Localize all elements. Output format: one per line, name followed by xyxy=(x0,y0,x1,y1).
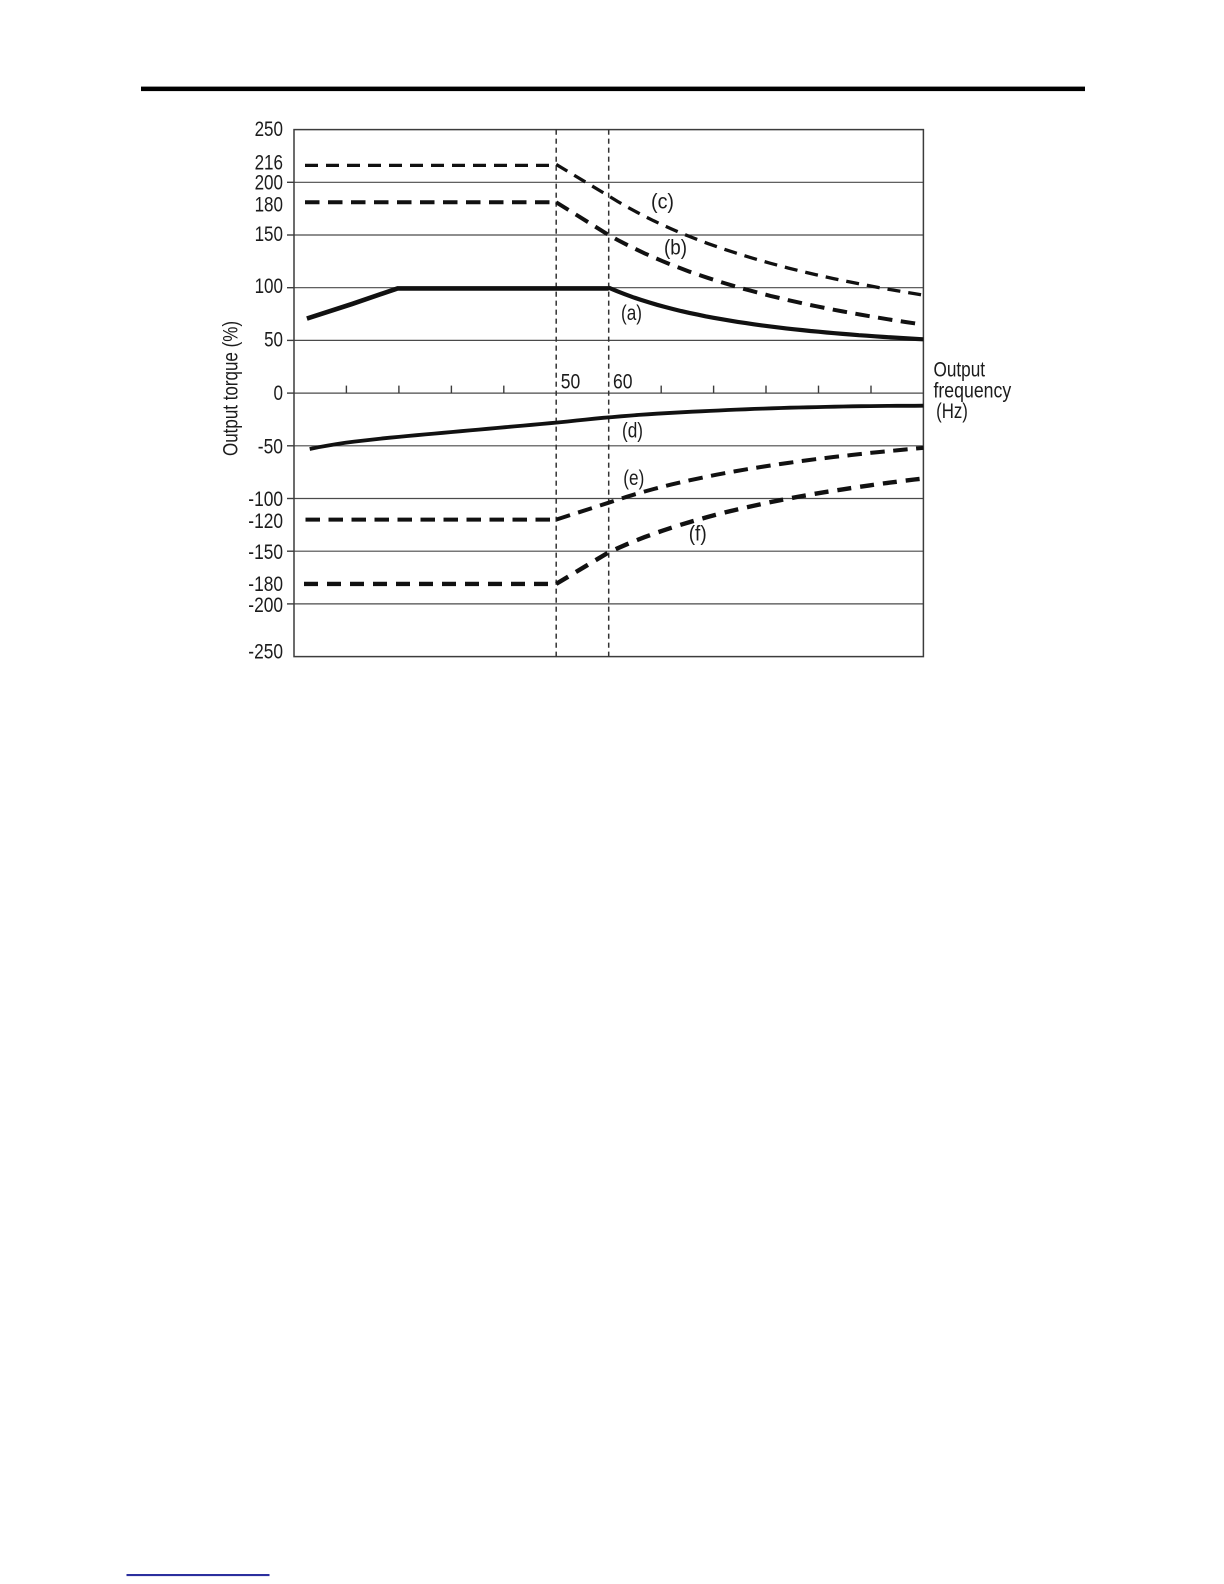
svg-text:(c): (c) xyxy=(651,191,674,214)
svg-text:50: 50 xyxy=(264,329,283,352)
svg-text:(d): (d) xyxy=(622,420,643,443)
svg-text:Output: Output xyxy=(934,359,986,382)
svg-text:60: 60 xyxy=(613,371,633,394)
svg-text:-250: -250 xyxy=(248,640,283,663)
svg-text:-200: -200 xyxy=(248,594,283,617)
svg-text:(a): (a) xyxy=(621,302,642,325)
svg-text:250: 250 xyxy=(255,118,283,141)
svg-text:150: 150 xyxy=(255,223,283,246)
svg-text:(f): (f) xyxy=(689,523,707,546)
svg-text:-120: -120 xyxy=(248,510,283,533)
svg-text:-150: -150 xyxy=(248,541,283,564)
svg-text:200: 200 xyxy=(255,172,283,195)
svg-text:(Hz): (Hz) xyxy=(936,400,968,423)
svg-text:0: 0 xyxy=(274,382,284,405)
svg-text:100: 100 xyxy=(255,275,283,298)
svg-text:216: 216 xyxy=(255,152,283,175)
svg-text:frequency: frequency xyxy=(934,379,1012,402)
svg-text:-50: -50 xyxy=(258,435,283,458)
svg-text:-100: -100 xyxy=(248,488,283,511)
svg-text:50: 50 xyxy=(561,371,581,394)
svg-text:-180: -180 xyxy=(248,573,283,596)
svg-text:Output torque (%): Output torque (%) xyxy=(220,321,243,456)
svg-text:(e): (e) xyxy=(623,467,644,490)
svg-text:180: 180 xyxy=(255,194,283,217)
svg-text:(b): (b) xyxy=(664,237,687,260)
